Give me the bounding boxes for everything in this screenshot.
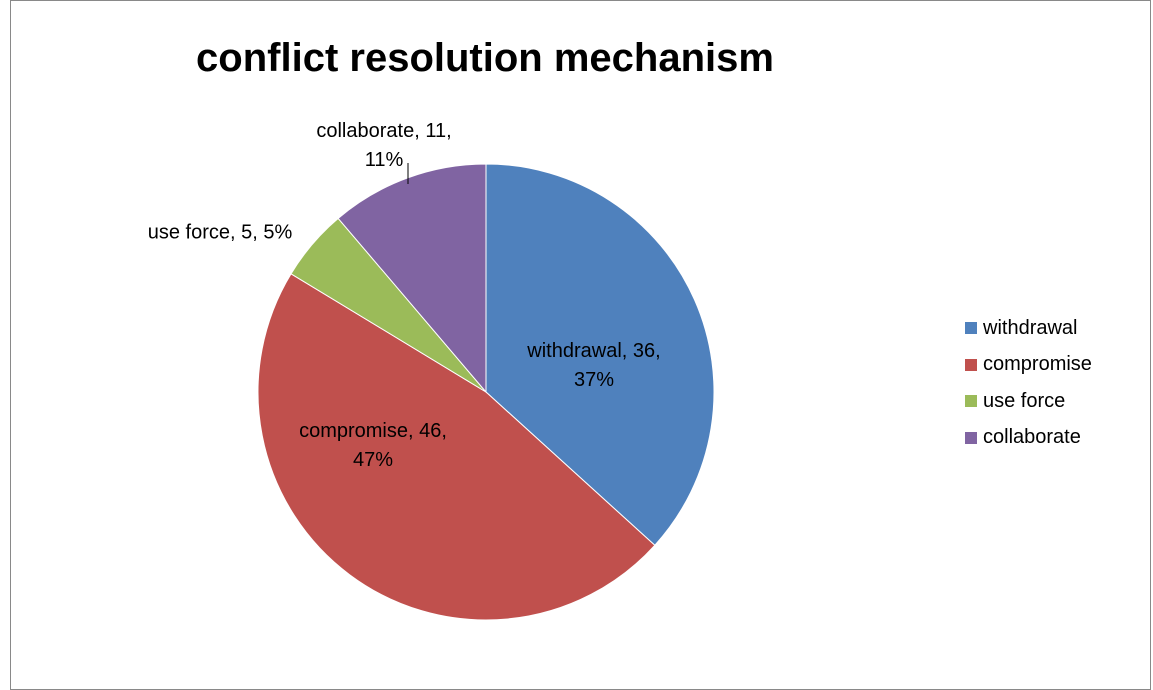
chart-title: conflict resolution mechanism bbox=[196, 36, 774, 80]
pie-slice-withdrawal bbox=[485, 163, 715, 546]
legend-label: use force bbox=[983, 389, 1066, 412]
legend-label: withdrawal bbox=[983, 316, 1078, 339]
legend-swatch bbox=[965, 395, 977, 408]
pie-slice-collaborate bbox=[337, 163, 487, 394]
legend-label: collaborate bbox=[983, 426, 1081, 449]
data-label-collaborate: collaborate, 11, bbox=[316, 120, 451, 142]
data-label-compromise: 47% bbox=[353, 449, 393, 471]
legend-item-use-force: use force bbox=[965, 383, 1125, 420]
legend-item-compromise: compromise bbox=[965, 347, 1125, 384]
legend-item-withdrawal: withdrawal bbox=[965, 310, 1125, 347]
data-label-use-force: use force, 5, 5% bbox=[148, 221, 293, 243]
data-label-withdrawal: withdrawal, 36, bbox=[526, 340, 660, 362]
data-label-collaborate: 11% bbox=[365, 149, 404, 171]
data-label-withdrawal: 37% bbox=[574, 369, 614, 391]
legend-swatch bbox=[965, 358, 977, 371]
legend-swatch bbox=[965, 322, 977, 335]
chart-legend: withdrawal compromise use force collaborate bbox=[965, 310, 1125, 456]
legend-swatch bbox=[965, 431, 977, 444]
legend-label: compromise bbox=[983, 353, 1092, 376]
pie-slice-compromise bbox=[257, 273, 656, 621]
legend-item-collaborate: collaborate bbox=[965, 420, 1125, 457]
data-label-compromise: compromise, 46, bbox=[299, 420, 447, 442]
